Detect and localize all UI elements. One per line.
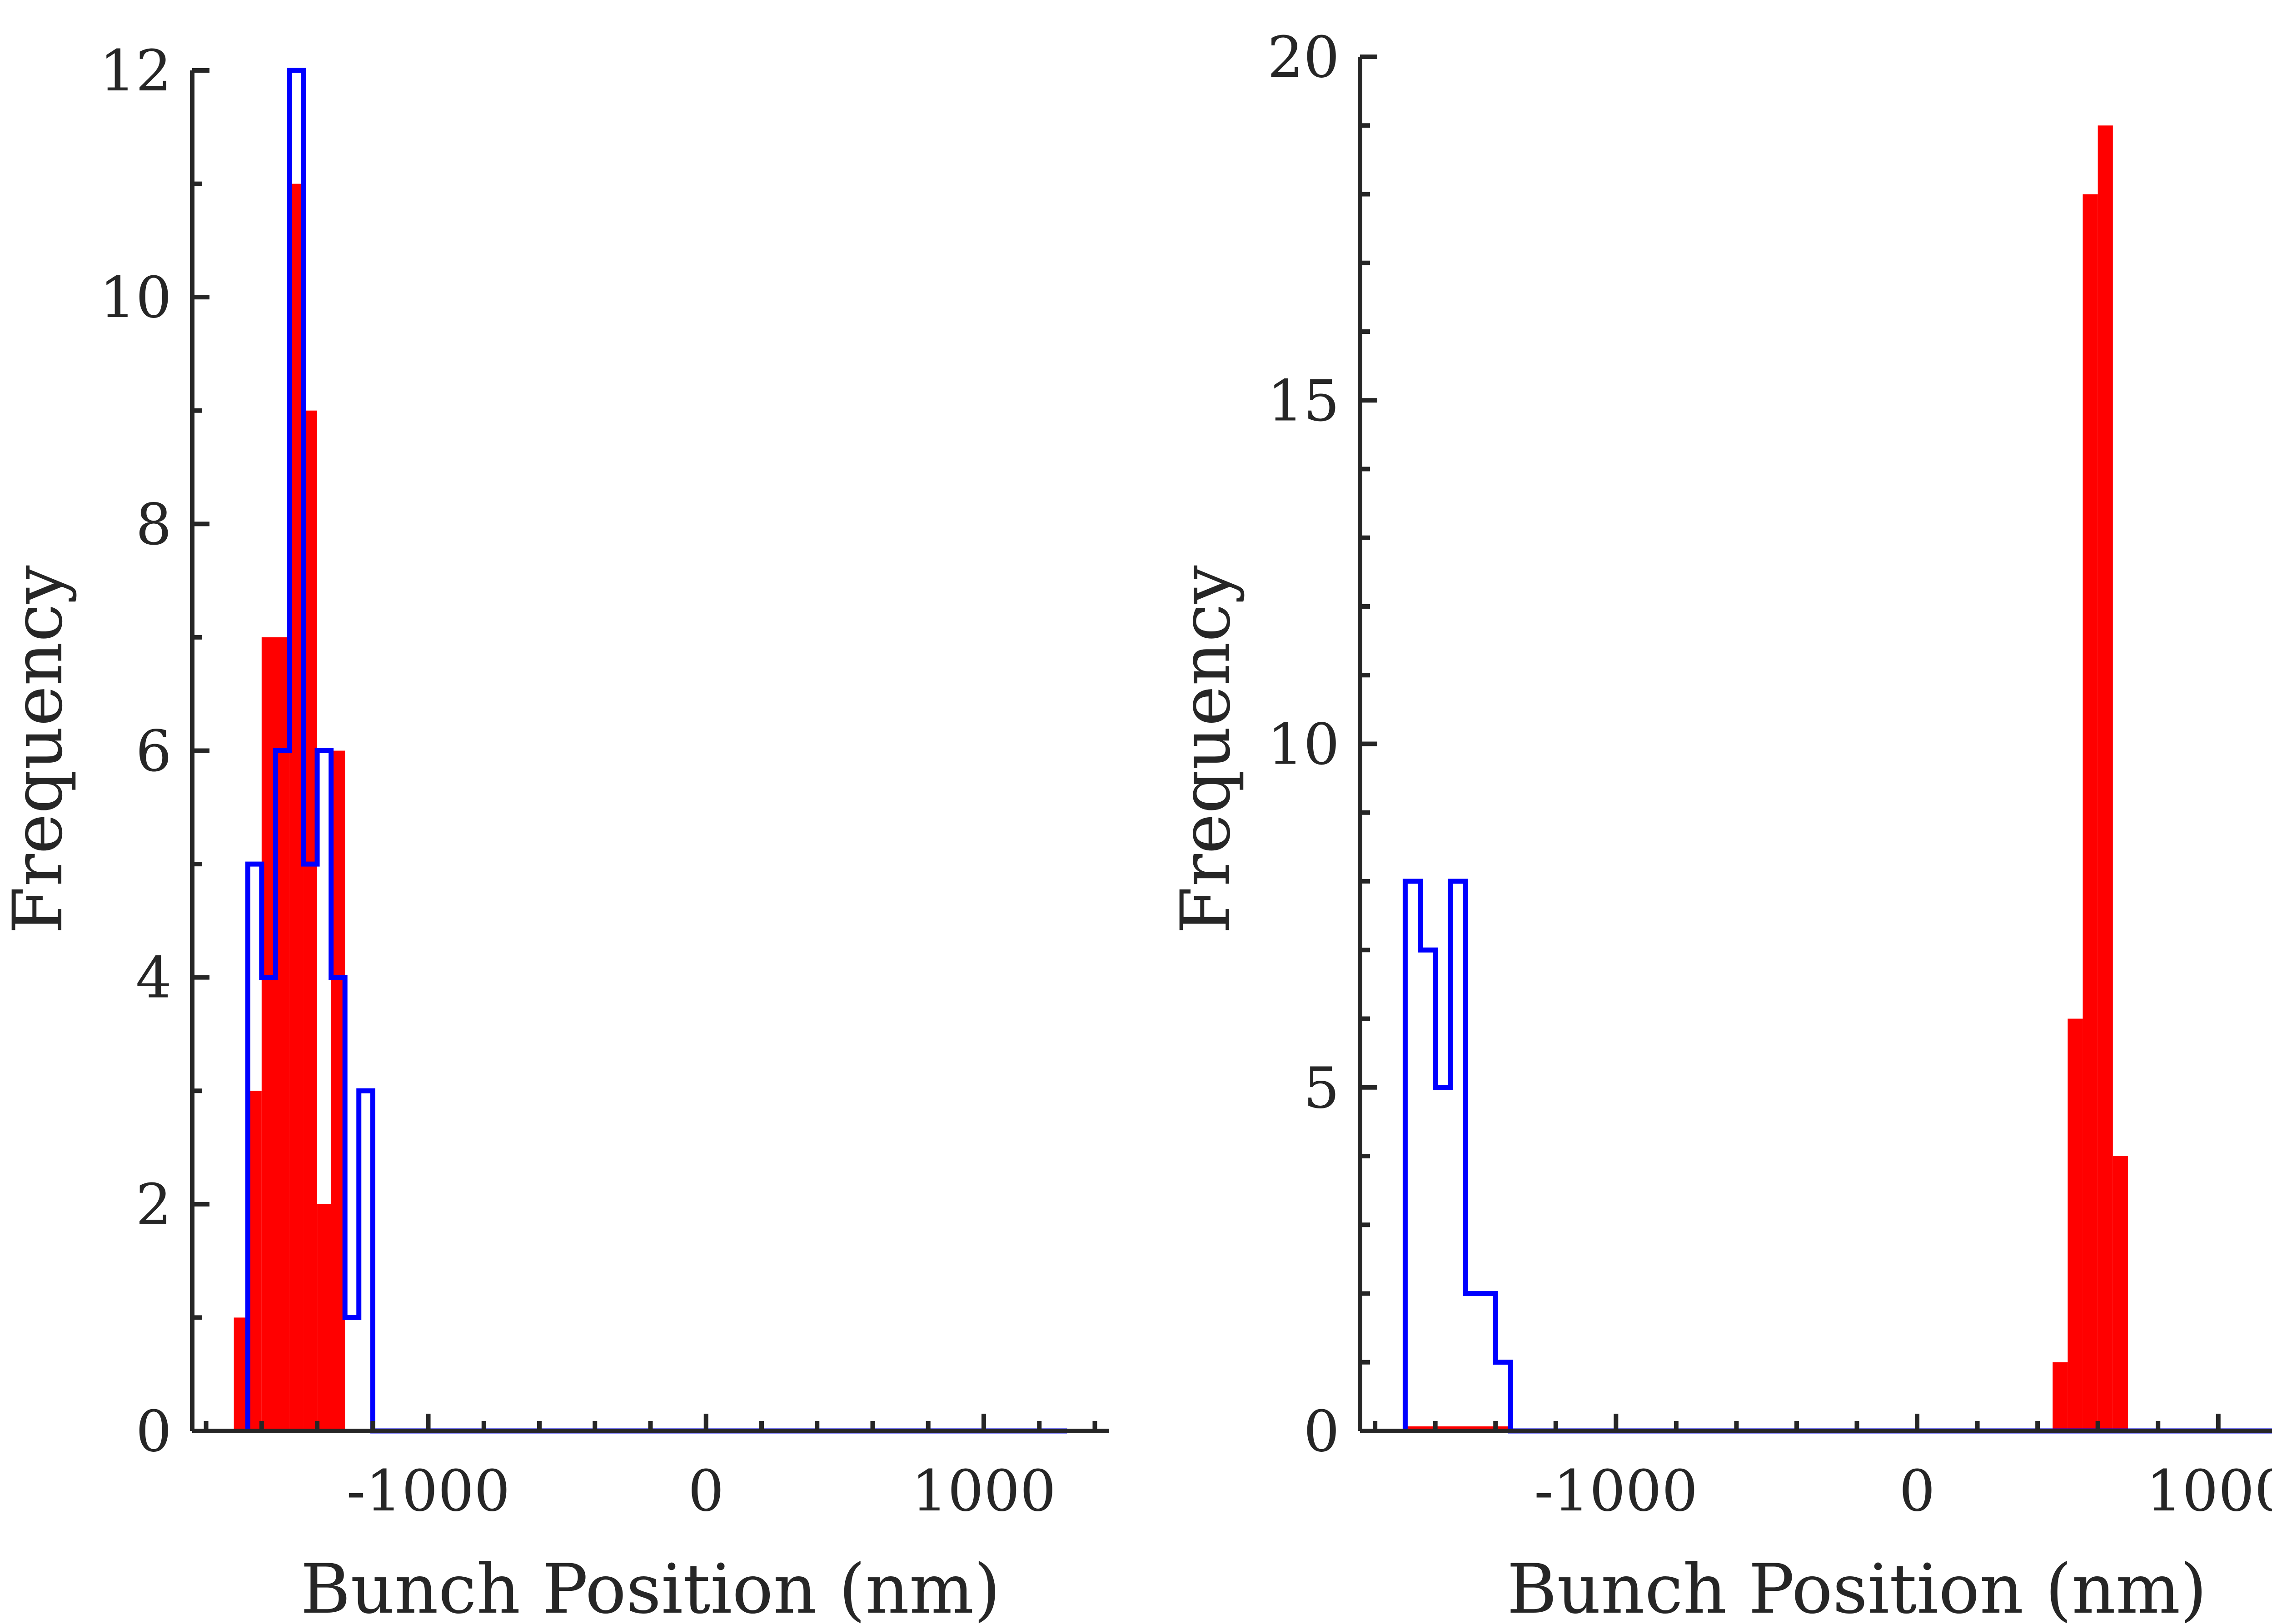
y-tick-label: 0: [1303, 1399, 1340, 1465]
y-tick-label: 4: [135, 945, 172, 1011]
y-tick-label: 15: [1267, 368, 1340, 434]
y-axis-label: Frequency: [0, 565, 78, 934]
x-tick-label: 0: [688, 1458, 724, 1524]
x-tick-label: -1000: [1534, 1458, 1698, 1524]
bar-filled-1-4: [2098, 125, 2113, 1431]
y-tick-label: 12: [100, 38, 172, 104]
left-histogram-panel: 0 2 4 6 8 10 12 -1000 0 1000 Bunch Position (nm) Fr…: [0, 38, 1109, 1624]
bar-filled-1-1: [2053, 1362, 2068, 1431]
x-tick-label: 0: [1899, 1458, 1935, 1524]
y-axis-label: Frequency: [1166, 565, 1246, 934]
y-tick-label: 0: [135, 1399, 172, 1465]
x-axis-label: Bunch Position (nm): [300, 1550, 1001, 1624]
y-tick-label: 20: [1267, 25, 1340, 90]
outline-series-1: [1402, 879, 2272, 1434]
y-tick-label: 2: [135, 1172, 172, 1238]
bar-filled-1-2: [2068, 1018, 2083, 1431]
bar-filled-1-3: [2083, 194, 2098, 1431]
x-axis-label: Bunch Position (nm): [1507, 1550, 2207, 1624]
x-tick-label: -1000: [346, 1458, 510, 1524]
x-tick-label: 1000: [2146, 1458, 2272, 1524]
x-tick-label: 1000: [912, 1458, 1056, 1524]
y-tick-label: 10: [1267, 712, 1340, 778]
y-tick-label: 8: [135, 492, 172, 557]
y-tick-label: 6: [135, 719, 172, 785]
bar-filled-1-5: [2113, 1156, 2128, 1431]
outline-series-0: [245, 68, 1067, 1434]
y-tick-label: 5: [1303, 1055, 1340, 1121]
right-histogram-panel: 0 5 10 15 20 -1000 0 1000 Bunch Position (nm) Fre…: [1166, 25, 2272, 1624]
bar-filled-0-5: [317, 1204, 331, 1431]
y-tick-label: 10: [100, 265, 172, 331]
